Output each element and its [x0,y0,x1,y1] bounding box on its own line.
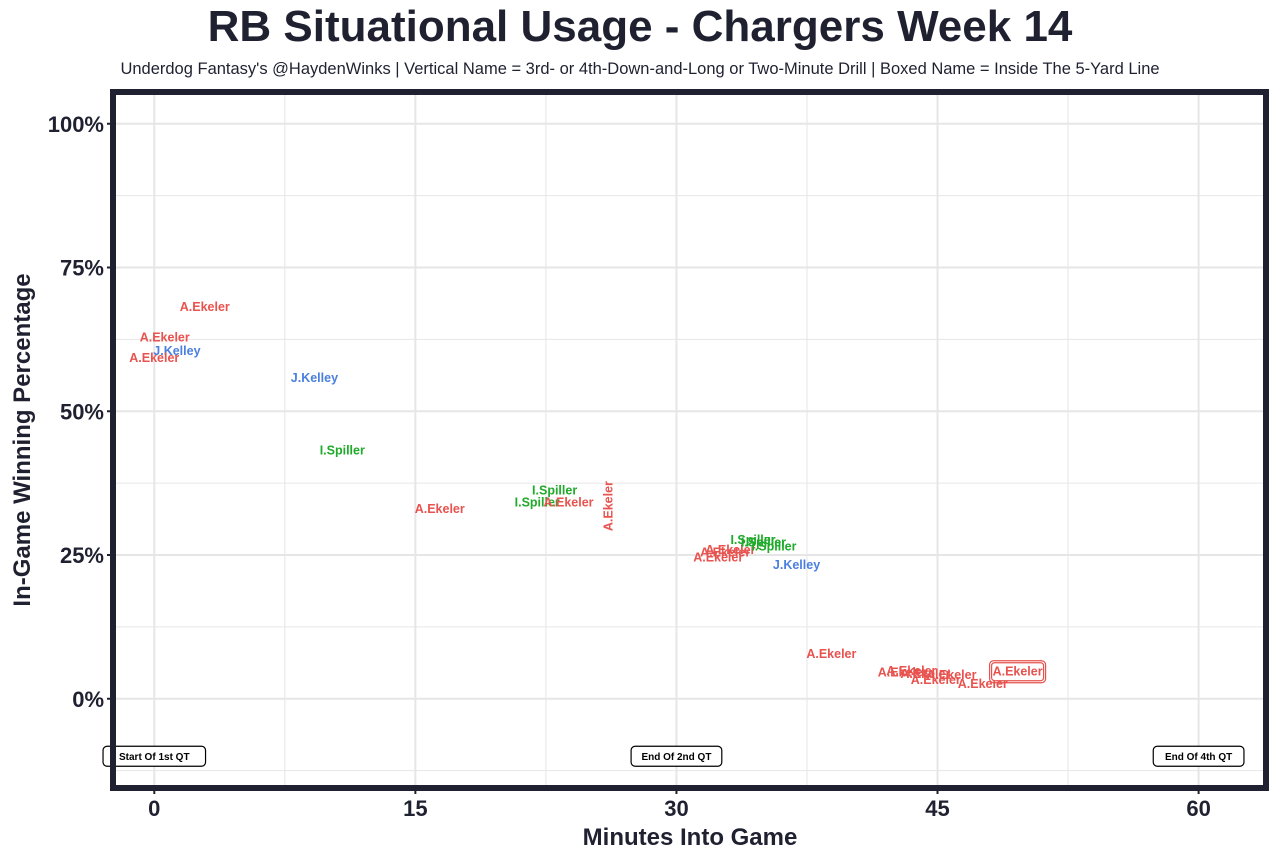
x-tick-label: 0 [148,796,160,821]
y-axis-title: In-Game Winning Percentage [9,273,36,606]
quarter-annotations: Start Of 1st QT End Of 2nd QT End Of 4th Q… [102,745,1245,767]
data-point-label: I.Spiller [320,443,365,457]
data-point-label: A.Ekeler [140,331,190,345]
annotation-box [102,745,207,767]
data-point-label: A.Ekeler [993,665,1043,679]
data-point-label: A.Ekeler [878,665,928,679]
data-point-label: J.Kelley [773,558,820,572]
annotation-box [1152,745,1245,767]
boxed-label-frame-outer [988,660,1047,684]
data-point-label: J.Kelley [153,344,200,358]
data-point-label: A.Ekeler [700,546,750,560]
data-point-label: A.Ekeler [415,502,465,516]
data-point-label: A.Ekeler [886,664,936,678]
data-point-label: I.Spiller [730,533,775,547]
annotation-label: End Of 2nd QT [641,752,711,763]
x-axis-ticks: 0 15 30 45 60 [148,788,1211,821]
plot-panel-border [110,89,1269,791]
data-point-label: A.Ekeler [900,667,950,681]
data-point-label: A.Ekeler [693,550,743,564]
data-point-label: J.Kelley [291,371,338,385]
data-point-label: A.Ekeler [911,673,961,687]
boxed-label-frame [990,662,1045,682]
grid-lines [116,95,1263,785]
data-point-label: I.Spiller [751,539,796,553]
data-points: A.EkelerA.EkelerJ.KelleyA.EkelerJ.Kelley… [129,300,1047,691]
data-point-label: A.Ekeler [705,543,755,557]
data-point-label: I.Spiller [741,535,786,549]
data-point-label: A.Ekeler [544,496,594,510]
annotation-label: End Of 4th QT [1165,752,1232,763]
x-tick-label: 45 [925,796,949,821]
data-point-label: A.Ekeler [926,668,976,682]
y-tick-label: 0% [72,687,104,712]
data-point-label: I.Spiller [532,484,577,498]
y-tick-label: 25% [60,543,104,568]
y-tick-label: 75% [60,256,104,281]
data-point-label: I.Spiller [515,496,560,510]
x-tick-label: 15 [403,796,427,821]
y-tick-label: 100% [48,112,104,137]
x-tick-label: 60 [1186,796,1210,821]
chart-subtitle: Underdog Fantasy's @HaydenWinks | Vertic… [120,60,1160,78]
y-axis-ticks: 0% 25% 50% 75% 100% [48,112,113,712]
data-point-label: A.Ekeler [602,481,616,531]
x-tick-label: 30 [664,796,688,821]
y-tick-label: 50% [60,399,104,424]
annotation-label: Start Of 1st QT [119,752,190,763]
data-point-label: A.Ekeler [806,647,856,661]
chart-title: RB Situational Usage - Chargers Week 14 [207,2,1073,51]
data-point-label: A.Ekeler [180,300,230,314]
data-point-label: A.Ekeler [129,351,179,365]
x-axis-title: Minutes Into Game [583,824,798,851]
annotation-box [630,745,723,767]
